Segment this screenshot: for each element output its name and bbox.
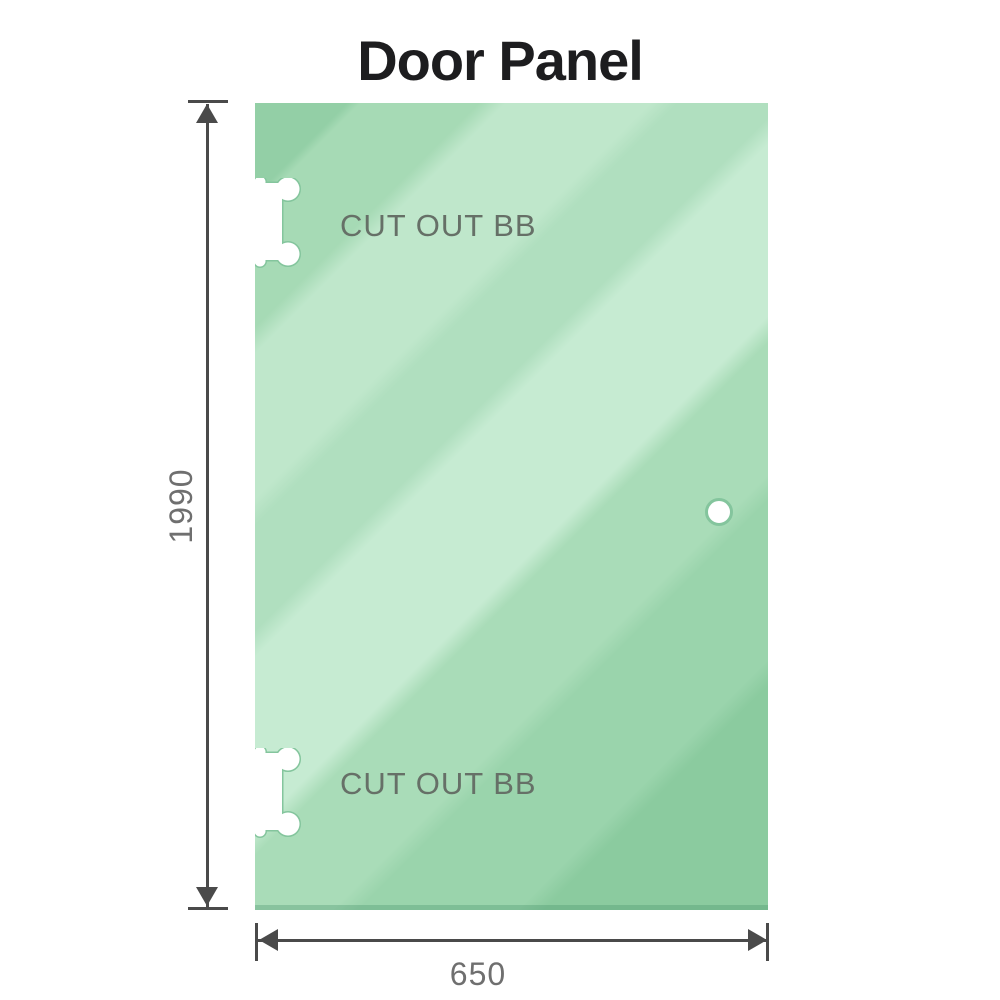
cutout-top-label: CUT OUT BB: [340, 208, 537, 243]
height-dimension-cap-bottom: [188, 907, 228, 910]
width-dimension-line: [257, 939, 768, 942]
height-dimension-line: [206, 104, 209, 909]
width-dimension-cap-left: [255, 923, 258, 961]
glass-panel: CUT OUT BB CUT OUT BB: [255, 103, 768, 910]
height-dimension-label: 1990: [163, 468, 199, 544]
handle-hole: [705, 498, 733, 526]
cutout-bottom-label: CUT OUT BB: [340, 766, 537, 801]
arrow-left-icon: [259, 929, 278, 951]
diagram-title: Door Panel: [357, 29, 644, 92]
arrow-right-icon: [748, 929, 767, 951]
arrow-up-icon: [196, 104, 218, 123]
width-dimension-label: 650: [449, 956, 507, 992]
arrow-down-icon: [196, 887, 218, 906]
width-dimension-cap-right: [766, 923, 769, 961]
hinge-cutout-top-icon: [255, 178, 301, 268]
hinge-cutout-bottom-icon: [255, 748, 301, 838]
height-dimension-cap-top: [188, 100, 228, 103]
